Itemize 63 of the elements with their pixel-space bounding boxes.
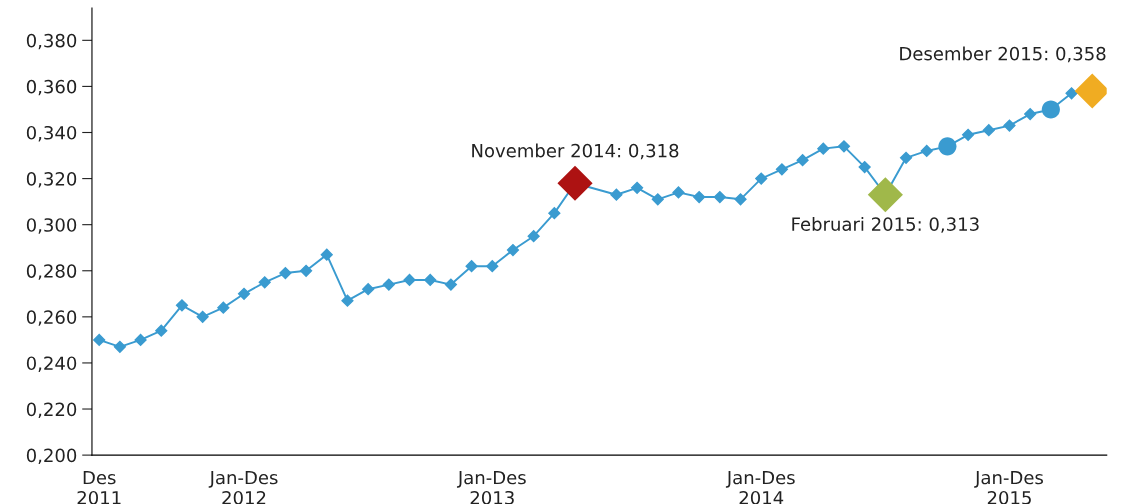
point (1065, 87, 1078, 100)
point (196, 310, 209, 323)
point (175, 299, 189, 312)
y-tick-label: 0,200 (26, 448, 77, 465)
point (299, 264, 313, 277)
y-tick-label: 0,360 (26, 79, 77, 96)
x-tick-label: Jan-Des 2015 (974, 470, 1043, 504)
point (155, 324, 168, 337)
point (672, 186, 685, 199)
point (962, 128, 975, 141)
point (651, 193, 664, 206)
point (817, 142, 830, 155)
point (134, 333, 147, 346)
x-tick-label: Jan-Des 2013 (456, 470, 526, 504)
point (93, 333, 106, 346)
y-tick-label: 0,240 (26, 356, 77, 372)
point (486, 260, 499, 273)
point (899, 151, 913, 164)
annotation: Februari 2015: 0,313 (792, 216, 979, 233)
point (630, 181, 644, 194)
point (1024, 107, 1037, 121)
point (424, 273, 437, 287)
y-tick-label: 0,260 (26, 310, 77, 326)
point (403, 273, 416, 287)
point (1003, 119, 1016, 132)
y-tick-label: 0,320 (26, 172, 77, 188)
y-tick-label: 0,280 (26, 264, 77, 280)
point (920, 144, 933, 158)
point (548, 207, 561, 220)
point (258, 276, 271, 289)
point (527, 230, 540, 243)
x-tick-label: Des 2011 (77, 470, 121, 504)
point (557, 165, 593, 201)
point (382, 278, 395, 291)
point (982, 124, 995, 137)
point (237, 287, 251, 300)
point (837, 140, 851, 153)
annotation: November 2014: 0,318 (472, 143, 679, 160)
point (320, 248, 333, 261)
point (775, 163, 789, 176)
x-tick-label: Jan-Des 2012 (208, 470, 278, 504)
point (279, 266, 292, 280)
point (858, 160, 871, 174)
annotation: Desember 2015: 0,358 (900, 46, 1106, 63)
y-tick-label: 0,220 (26, 402, 77, 418)
y-tick-label: 0,380 (26, 33, 77, 50)
point (713, 190, 726, 204)
point (506, 243, 520, 257)
x-tick-label: Jan-Des 2014 (725, 470, 795, 504)
point (113, 340, 126, 353)
point (610, 188, 623, 201)
point (341, 294, 354, 307)
point (444, 278, 457, 291)
point (867, 177, 903, 213)
point (755, 172, 768, 185)
y-tick-label: 0,340 (26, 125, 77, 142)
point (465, 260, 478, 273)
point (362, 283, 375, 296)
point (734, 193, 747, 206)
point (693, 190, 706, 204)
y-tick-label: 0,300 (26, 218, 77, 234)
point (217, 301, 230, 314)
point (796, 154, 809, 167)
